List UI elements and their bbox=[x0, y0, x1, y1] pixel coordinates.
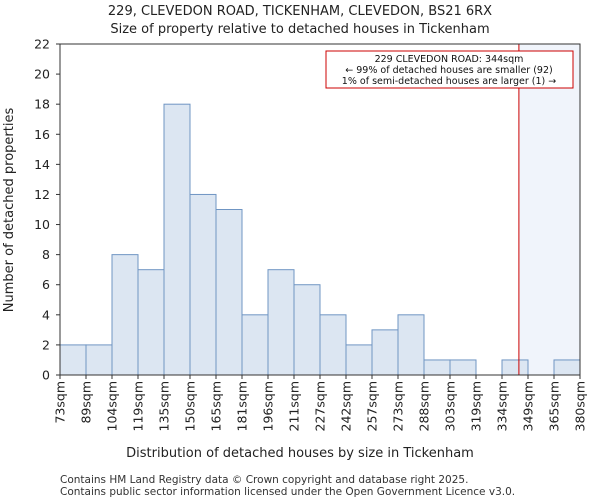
histogram-bar bbox=[241, 314, 269, 376]
histogram-bar bbox=[553, 359, 581, 376]
x-tick-label: 211sqm bbox=[287, 381, 302, 431]
histogram-bar bbox=[163, 103, 191, 376]
x-tick-label: 89sqm bbox=[79, 381, 94, 424]
histogram-bar bbox=[215, 209, 243, 376]
chart-subtitle: Size of property relative to detached ho… bbox=[110, 22, 489, 37]
x-tick-label: 104sqm bbox=[105, 381, 120, 431]
footer-line-1: Contains HM Land Registry data © Crown c… bbox=[60, 474, 468, 486]
y-tick-label: 0 bbox=[42, 368, 50, 383]
x-tick-label: 380sqm bbox=[573, 381, 588, 431]
y-axis-label: Number of detached properties bbox=[2, 108, 17, 313]
y-tick-label: 20 bbox=[34, 67, 50, 82]
histogram-bar bbox=[189, 193, 217, 376]
x-tick-label: 150sqm bbox=[183, 381, 198, 431]
x-tick-label: 227sqm bbox=[313, 381, 328, 431]
histogram-bar bbox=[319, 314, 347, 376]
histogram-bar bbox=[449, 359, 477, 376]
x-axis-label: Distribution of detached houses by size … bbox=[126, 446, 474, 461]
histogram-bar bbox=[85, 344, 113, 376]
x-tick-label: 181sqm bbox=[235, 381, 250, 431]
x-tick-label: 165sqm bbox=[209, 381, 224, 431]
x-tick-label: 319sqm bbox=[469, 381, 484, 431]
footer-line-2: Contains public sector information licen… bbox=[60, 486, 515, 498]
x-tick-label: 73sqm bbox=[53, 381, 68, 424]
histogram-bar bbox=[397, 314, 425, 376]
y-tick-label: 10 bbox=[34, 217, 50, 232]
annotation-border bbox=[325, 50, 574, 89]
histogram-bar bbox=[137, 269, 165, 376]
histogram-bar bbox=[111, 254, 139, 376]
histogram-bar bbox=[267, 269, 295, 376]
y-tick-label: 2 bbox=[42, 337, 50, 352]
y-tick-label: 8 bbox=[42, 247, 50, 262]
histogram-bar bbox=[293, 284, 321, 376]
histogram-bar bbox=[423, 359, 451, 376]
x-tick-label: 288sqm bbox=[417, 381, 432, 431]
x-tick-label: 273sqm bbox=[391, 381, 406, 431]
larger-properties-shade bbox=[518, 44, 580, 375]
histogram-bar bbox=[345, 344, 373, 376]
plot-frame bbox=[59, 43, 581, 376]
histogram-bar bbox=[59, 344, 87, 376]
x-tick-label: 242sqm bbox=[339, 381, 354, 431]
chart-title: 229, CLEVEDON ROAD, TICKENHAM, CLEVEDON,… bbox=[108, 4, 492, 19]
x-tick-label: 365sqm bbox=[547, 381, 562, 431]
y-tick-label: 14 bbox=[34, 157, 50, 172]
annotation-line-2: ← 99% of detached houses are smaller (92… bbox=[345, 65, 552, 76]
y-tick-label: 12 bbox=[34, 187, 50, 202]
annotation-box: 229 CLEVEDON ROAD: 344sqm ← 99% of detac… bbox=[325, 50, 574, 89]
x-tick-label: 303sqm bbox=[443, 381, 458, 431]
x-tick-label: 119sqm bbox=[131, 381, 146, 431]
x-tick-label: 334sqm bbox=[495, 381, 510, 431]
annotation-line-1: 229 CLEVEDON ROAD: 344sqm bbox=[375, 54, 524, 65]
y-tick-label: 6 bbox=[42, 277, 50, 292]
histogram-bar bbox=[501, 359, 529, 376]
x-tick-label: 196sqm bbox=[261, 381, 276, 431]
histogram-bar bbox=[371, 329, 399, 376]
x-tick-label: 257sqm bbox=[365, 381, 380, 431]
y-tick-label: 22 bbox=[34, 37, 50, 52]
y-tick-label: 4 bbox=[42, 307, 50, 322]
x-tick-label: 135sqm bbox=[157, 381, 172, 431]
y-tick-label: 18 bbox=[34, 97, 50, 112]
x-tick-label: 349sqm bbox=[521, 381, 536, 431]
y-tick-label: 16 bbox=[34, 127, 50, 142]
annotation-line-3: 1% of semi-detached houses are larger (1… bbox=[342, 76, 556, 87]
